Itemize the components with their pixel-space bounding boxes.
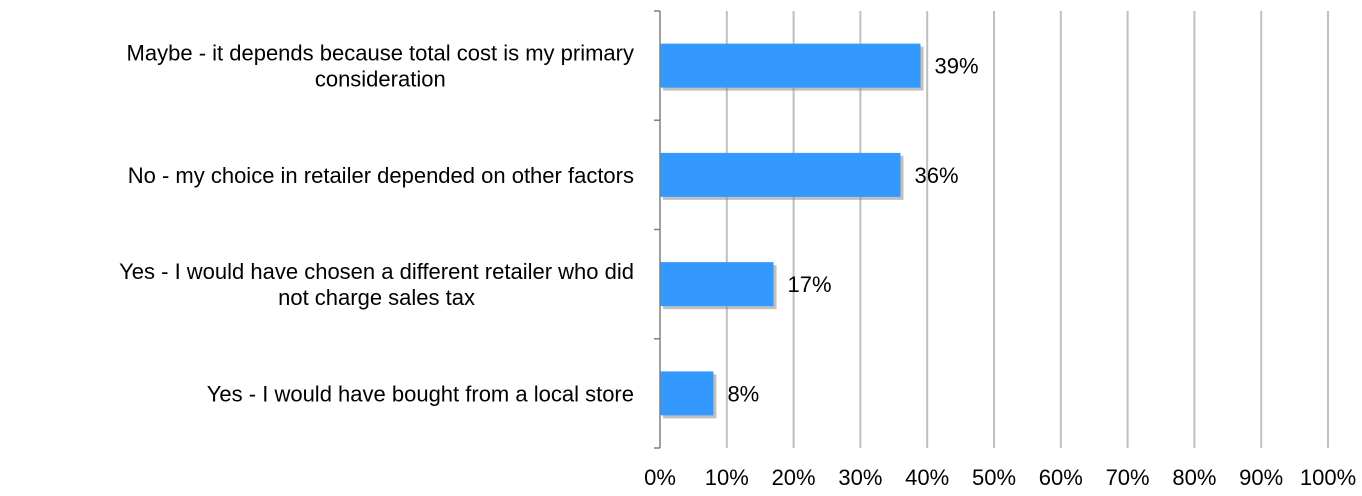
category-labels: Maybe - it depends because total cost is… (119, 41, 634, 407)
x-tick-label: 70% (1106, 465, 1150, 490)
x-tick-label: 80% (1172, 465, 1216, 490)
x-tick-labels: 0% 10% 20% 30% 40% 50% 60% 70% 80% 90% 100% (644, 465, 1356, 490)
category-label: not charge sales tax (278, 285, 475, 310)
bar (660, 371, 714, 416)
x-tick-label: 90% (1239, 465, 1283, 490)
category-label: Yes - I would have chosen a different re… (119, 259, 634, 284)
x-tick-label: 40% (905, 465, 949, 490)
x-tick-label: 60% (1039, 465, 1083, 490)
data-labels: 39% 36% 17% 8% (727, 54, 978, 407)
y-axis (654, 10, 661, 449)
bar (660, 43, 921, 88)
bars (660, 43, 924, 419)
x-tick-label: 0% (644, 465, 676, 490)
x-tick-label: 30% (838, 465, 882, 490)
data-label: 8% (727, 381, 759, 406)
data-label: 39% (935, 54, 979, 79)
data-label: 36% (914, 163, 958, 188)
category-label: consideration (315, 67, 446, 92)
category-label: Maybe - it depends because total cost is… (127, 41, 634, 66)
bar (660, 262, 774, 307)
category-label: Yes - I would have bought from a local s… (207, 381, 634, 406)
data-label: 17% (788, 272, 832, 297)
x-tick-label: 100% (1300, 465, 1356, 490)
x-tick-label: 10% (705, 465, 749, 490)
category-label: No - my choice in retailer depended on o… (128, 163, 634, 188)
bar (660, 152, 901, 197)
x-tick-label: 50% (972, 465, 1016, 490)
x-tick-label: 20% (772, 465, 816, 490)
